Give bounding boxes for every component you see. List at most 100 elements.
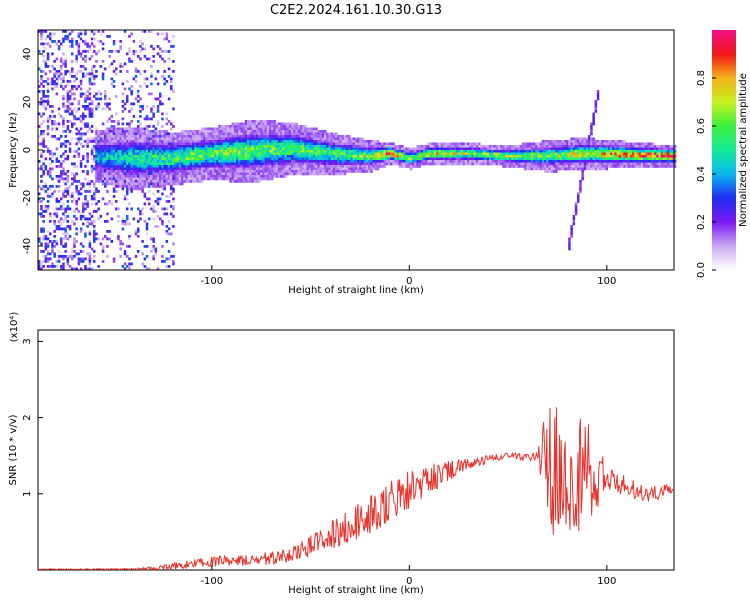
heatmap-cell [161,112,164,116]
heatmap-cell [66,107,70,111]
heatmap-cell [286,130,290,133]
heatmap-cell [495,155,499,158]
heatmap-cell [145,160,149,163]
heatmap-cell [134,232,138,236]
heatmap-cell [249,160,252,163]
heatmap-cell [137,175,140,178]
heatmap-cell [515,160,518,163]
heatmap-cell [134,230,138,233]
heatmap-cell [471,152,474,156]
heatmap-cell [198,145,202,148]
heatmap-cell [117,160,120,163]
heatmap-cell [244,175,248,178]
heatmap-cell [552,142,556,146]
heatmap-cell [159,217,162,221]
heatmap-cell [189,145,193,148]
heatmap-cell [64,65,67,68]
heatmap-cell [53,230,56,233]
heatmap-cell [546,140,549,143]
heatmap-cell [434,152,437,156]
heatmap-cell [579,190,582,193]
heatmap-cell [73,75,76,78]
heatmap-cell [49,157,52,161]
heatmap-cell [115,147,118,151]
heatmap-cell [57,190,61,193]
heatmap-cell [205,135,208,138]
heatmap-cell [220,162,224,166]
heatmap-cell [172,225,175,228]
heatmap-cell [167,175,171,178]
heatmap-cell [174,165,177,168]
heatmap-cell [46,265,50,268]
heatmap-cell [71,267,74,271]
heatmap-cell [159,185,162,188]
heatmap-cell [284,122,287,126]
heatmap-cell [192,172,195,176]
heatmap-cell [332,155,336,158]
heatmap-cell [90,157,94,161]
heatmap-cell [115,130,118,133]
heatmap-cell [97,165,100,168]
heatmap-cell [198,137,202,141]
heatmap-cell [249,175,252,178]
heatmap-cell [154,210,158,213]
heatmap-cell [62,195,65,198]
heatmap-cell [117,127,120,131]
heatmap-cell [484,157,488,161]
heatmap-cell [205,157,208,161]
heatmap-cell [46,65,50,68]
heatmap-cell [161,50,164,53]
heatmap-cell [216,162,219,166]
heatmap-cell [46,87,50,91]
heatmap-cell [139,170,142,173]
heatmap-cell [244,150,248,153]
heatmap-cell [251,142,254,146]
heatmap-cell [313,155,316,158]
heatmap-cell [137,137,140,141]
heatmap-cell [473,155,477,158]
heatmap-cell [326,152,329,156]
heatmap-cell [152,47,155,51]
heatmap-cell [247,160,250,163]
heatmap-cell [88,102,92,106]
heatmap-cell [588,145,591,148]
heatmap-cell [526,155,529,158]
heatmap-cell [308,147,312,151]
heatmap-cell [64,187,67,191]
heatmap-cell [227,137,230,141]
heatmap-cell [161,185,164,188]
heatmap-cell [330,165,334,168]
heatmap-cell [266,147,270,151]
heatmap-cell [363,157,367,161]
heatmap-cell [121,135,125,138]
heatmap-cell [159,147,162,151]
heatmap-cell [266,135,270,138]
heatmap-cell [489,162,492,166]
heatmap-cell [86,267,89,271]
heatmap-cell [119,157,122,161]
heatmap-cell [497,150,501,153]
heatmap-cell [64,210,67,213]
heatmap-cell [332,165,336,168]
heatmap-cell [189,162,193,166]
heatmap-cell [359,160,362,163]
heatmap-cell [227,160,230,163]
heatmap-cell [156,105,160,108]
heatmap-cell [585,157,589,161]
heatmap-cell [62,117,65,121]
heatmap-cell [563,147,567,151]
heatmap-cell [519,160,523,163]
heatmap-cell [346,157,349,161]
heatmap-cell [163,172,166,176]
heatmap-cell [368,157,371,161]
heatmap-cell [273,135,276,138]
heatmap-cell [108,55,111,58]
heatmap-cell [163,77,166,81]
heatmap-cell [143,162,147,166]
heatmap-cell [541,167,545,171]
heatmap-cell [126,145,129,148]
heatmap-cell [200,140,204,143]
heatmap-cell [128,257,131,261]
heatmap-cell [141,165,144,168]
heatmap-cell [526,147,529,151]
